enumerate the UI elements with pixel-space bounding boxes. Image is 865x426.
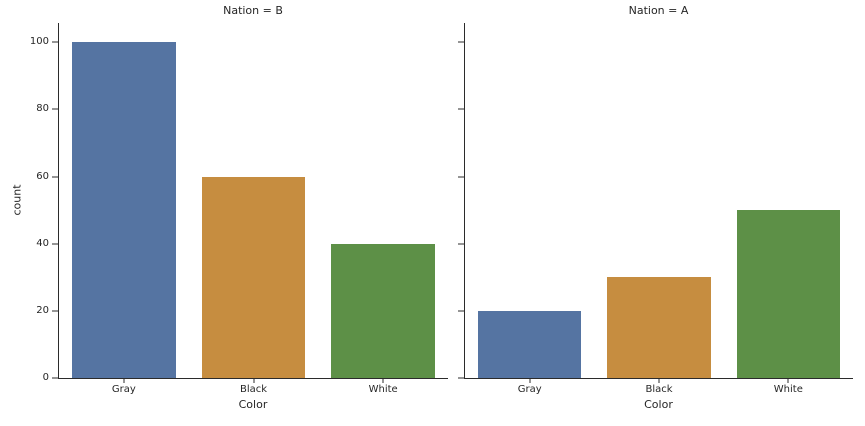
x-axis-tick	[787, 378, 789, 383]
bar-gray	[477, 310, 582, 378]
y-tick-label: 40	[36, 237, 49, 249]
x-tick-label: Gray	[111, 384, 136, 395]
x-tick-label: White	[368, 384, 398, 395]
y-tick-label: 60	[36, 170, 49, 182]
x-axis-tick	[123, 378, 125, 383]
x-axis-tick	[382, 378, 384, 383]
y-axis-tick	[458, 176, 464, 177]
bar-gray	[71, 42, 176, 378]
x-tick-label: Black	[239, 384, 268, 395]
y-axis-tick	[458, 377, 464, 379]
x-axis-tick	[253, 378, 254, 383]
plot-area-nation-a: Gray Black White	[458, 23, 853, 395]
x-axis-label: Color	[644, 398, 673, 411]
y-axis-tick	[458, 310, 464, 312]
bar-white	[736, 210, 841, 378]
y-tick-label: 0	[42, 372, 49, 383]
plot-area-nation-b: 0 20 40 60 80 100 Gray Black White	[30, 23, 448, 395]
y-axis-tick	[52, 377, 58, 379]
y-axis-tick	[458, 108, 464, 110]
y-axis-tick	[52, 243, 58, 245]
y-axis-tick	[52, 108, 58, 110]
y-axis-tick	[52, 310, 58, 312]
y-tick-label: 20	[36, 304, 49, 316]
x-axis-tick	[529, 378, 531, 383]
x-tick-label: Black	[645, 384, 673, 395]
y-axis-tick	[52, 176, 58, 177]
x-tick-label: Gray	[517, 384, 542, 395]
bar-black	[607, 277, 711, 378]
y-tick-label: 80	[36, 103, 49, 115]
bar-white	[331, 243, 436, 378]
y-axis-tick	[458, 243, 464, 245]
y-tick-label: 100	[29, 36, 49, 48]
y-axis-tick	[458, 41, 464, 43]
bar-black	[201, 176, 306, 378]
x-axis-tick	[658, 378, 660, 383]
y-axis-tick	[52, 41, 58, 43]
facet-title-nation-a: Nation = A	[628, 4, 689, 17]
facet-title-nation-b: Nation = B	[223, 4, 283, 17]
y-axis-label: count	[10, 184, 24, 216]
x-axis-label: Color	[238, 398, 268, 411]
x-tick-label: White	[773, 384, 803, 395]
